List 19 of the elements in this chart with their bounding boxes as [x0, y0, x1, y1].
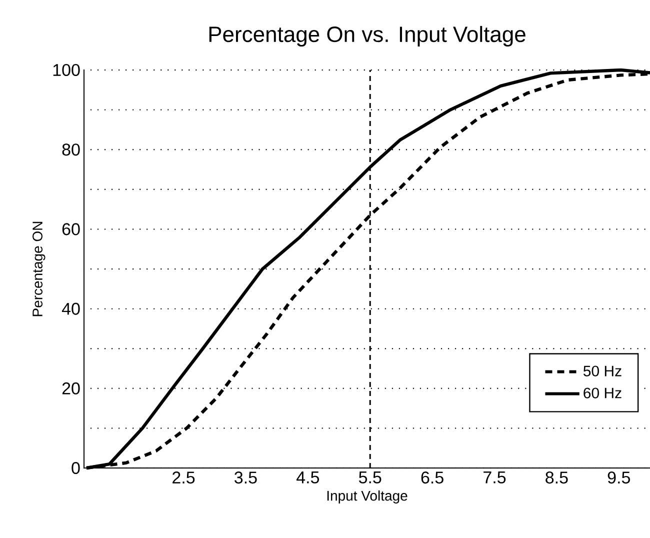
- x-axis-title: Input Voltage: [327, 490, 408, 504]
- y-tick-label: 100: [53, 64, 80, 76]
- x-tick-label: 7.5: [484, 472, 506, 484]
- x-tick-label: 5.5: [358, 472, 382, 484]
- legend-label: 50 Hz: [583, 366, 622, 376]
- y-tick-label: 20: [62, 382, 80, 394]
- x-tick-label: 2.5: [172, 472, 195, 484]
- y-axis-title: Percentage ON: [32, 222, 46, 316]
- y-tick-label: 0: [72, 462, 80, 474]
- x-tick-label: 9.5: [608, 472, 630, 484]
- x-tick-label: 4.5: [296, 472, 320, 484]
- y-tick-label: 80: [62, 144, 80, 156]
- chart-title: Percentage On vs. Input Voltage: [209, 26, 526, 46]
- x-tick-label: 3.5: [234, 472, 257, 484]
- y-tick-label: 60: [62, 223, 80, 236]
- x-tick-label: 8.5: [546, 472, 568, 484]
- legend-label: 60 Hz: [584, 388, 622, 398]
- x-tick-label: 6.5: [421, 472, 444, 484]
- y-tick-label: 40: [62, 302, 80, 315]
